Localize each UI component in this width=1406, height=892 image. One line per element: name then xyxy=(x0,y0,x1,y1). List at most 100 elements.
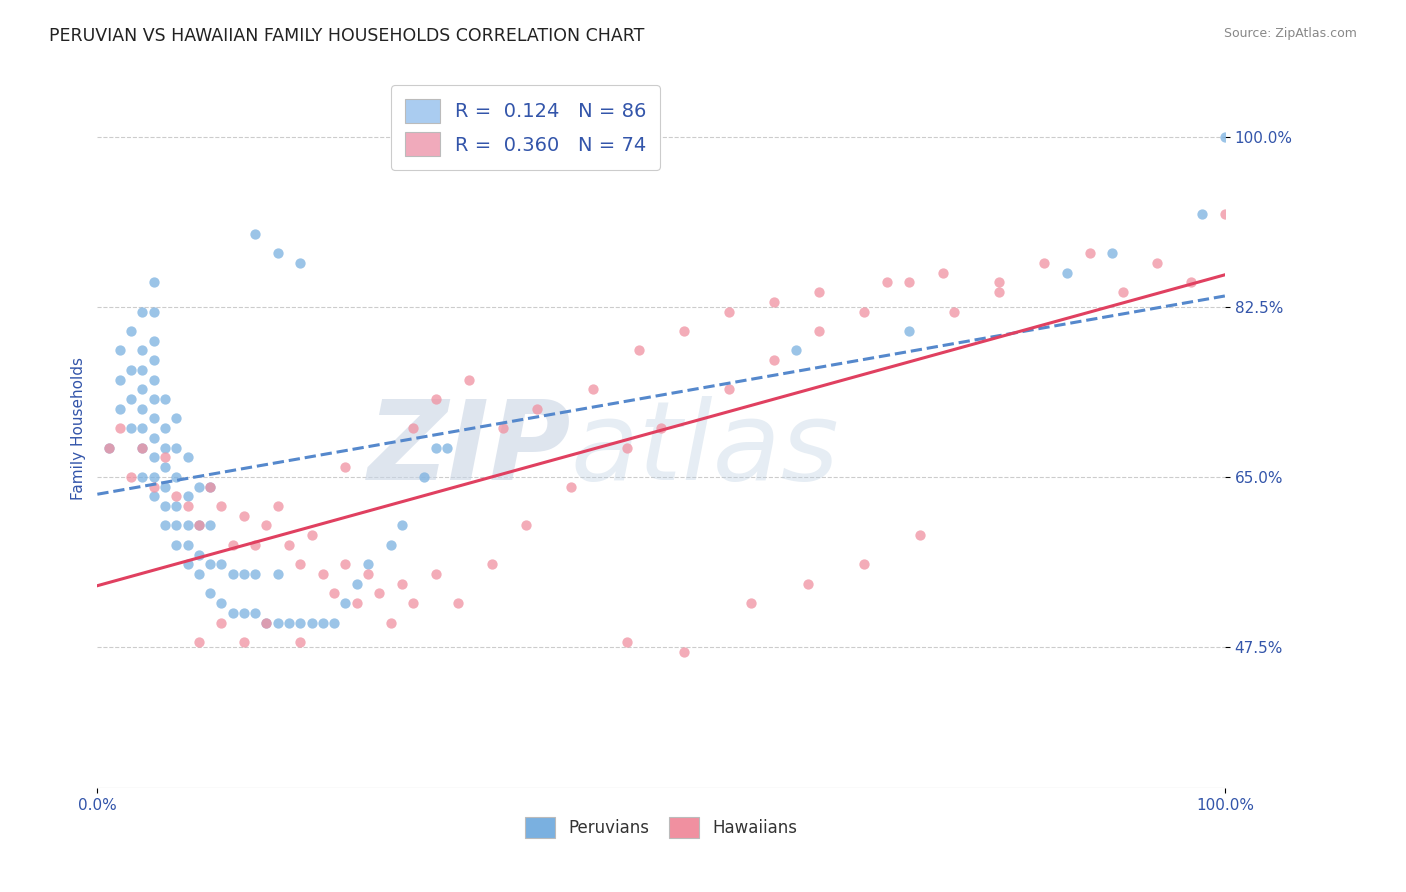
Point xyxy=(762,353,785,368)
Point xyxy=(650,421,672,435)
Point xyxy=(1112,285,1135,299)
Point xyxy=(198,479,221,493)
Point xyxy=(176,558,198,572)
Point xyxy=(176,489,198,503)
Point xyxy=(187,518,209,533)
Point xyxy=(425,392,447,406)
Point xyxy=(267,566,290,581)
Point xyxy=(290,635,312,649)
Point xyxy=(221,606,243,620)
Point xyxy=(910,528,932,542)
Point xyxy=(762,294,785,309)
Point xyxy=(153,479,176,493)
Point xyxy=(232,635,254,649)
Point xyxy=(153,518,176,533)
Point xyxy=(120,392,142,406)
Point xyxy=(153,421,176,435)
Point xyxy=(481,558,503,572)
Point xyxy=(108,373,131,387)
Point xyxy=(165,441,187,455)
Point xyxy=(357,566,380,581)
Point xyxy=(131,363,153,377)
Point xyxy=(131,343,153,358)
Point xyxy=(245,606,267,620)
Point xyxy=(131,382,153,396)
Point xyxy=(142,470,165,484)
Point xyxy=(807,324,830,338)
Point xyxy=(447,596,470,610)
Text: ZIP: ZIP xyxy=(367,396,571,503)
Point xyxy=(335,596,357,610)
Point xyxy=(245,566,267,581)
Point xyxy=(108,421,131,435)
Point xyxy=(187,566,209,581)
Point xyxy=(616,441,638,455)
Point xyxy=(120,470,142,484)
Point xyxy=(120,363,142,377)
Point xyxy=(131,421,153,435)
Text: atlas: atlas xyxy=(571,396,839,503)
Point xyxy=(176,518,198,533)
Point xyxy=(245,538,267,552)
Y-axis label: Family Households: Family Households xyxy=(72,357,86,500)
Point xyxy=(932,266,955,280)
Point xyxy=(198,518,221,533)
Point xyxy=(153,499,176,513)
Point xyxy=(335,558,357,572)
Point xyxy=(176,538,198,552)
Point xyxy=(142,392,165,406)
Point xyxy=(221,566,243,581)
Point xyxy=(740,596,762,610)
Point xyxy=(256,615,278,630)
Point xyxy=(209,558,232,572)
Point xyxy=(221,538,243,552)
Point xyxy=(278,615,301,630)
Point xyxy=(1056,266,1078,280)
Point xyxy=(209,615,232,630)
Point xyxy=(391,518,413,533)
Point xyxy=(526,401,548,416)
Point xyxy=(165,518,187,533)
Point xyxy=(413,470,436,484)
Point xyxy=(176,499,198,513)
Point xyxy=(142,411,165,425)
Point xyxy=(142,353,165,368)
Point xyxy=(187,479,209,493)
Point xyxy=(425,566,447,581)
Point xyxy=(97,441,120,455)
Point xyxy=(988,285,1011,299)
Point xyxy=(1101,246,1123,260)
Point xyxy=(131,441,153,455)
Point xyxy=(380,615,402,630)
Point xyxy=(256,615,278,630)
Point xyxy=(165,499,187,513)
Point xyxy=(187,548,209,562)
Point xyxy=(165,538,187,552)
Point xyxy=(198,558,221,572)
Point xyxy=(1078,246,1101,260)
Point xyxy=(108,343,131,358)
Point xyxy=(323,586,346,600)
Point xyxy=(898,276,921,290)
Point xyxy=(131,304,153,318)
Point xyxy=(187,635,209,649)
Point xyxy=(278,538,301,552)
Point xyxy=(153,392,176,406)
Point xyxy=(717,382,740,396)
Point xyxy=(458,373,481,387)
Point xyxy=(267,499,290,513)
Point xyxy=(560,479,582,493)
Point xyxy=(153,441,176,455)
Point xyxy=(1213,129,1236,144)
Point xyxy=(142,276,165,290)
Text: PERUVIAN VS HAWAIIAN FAMILY HOUSEHOLDS CORRELATION CHART: PERUVIAN VS HAWAIIAN FAMILY HOUSEHOLDS C… xyxy=(49,27,644,45)
Point xyxy=(142,479,165,493)
Point xyxy=(312,615,335,630)
Point xyxy=(131,401,153,416)
Point xyxy=(142,450,165,465)
Point xyxy=(256,518,278,533)
Point xyxy=(142,373,165,387)
Point xyxy=(290,558,312,572)
Point xyxy=(312,566,335,581)
Point xyxy=(425,441,447,455)
